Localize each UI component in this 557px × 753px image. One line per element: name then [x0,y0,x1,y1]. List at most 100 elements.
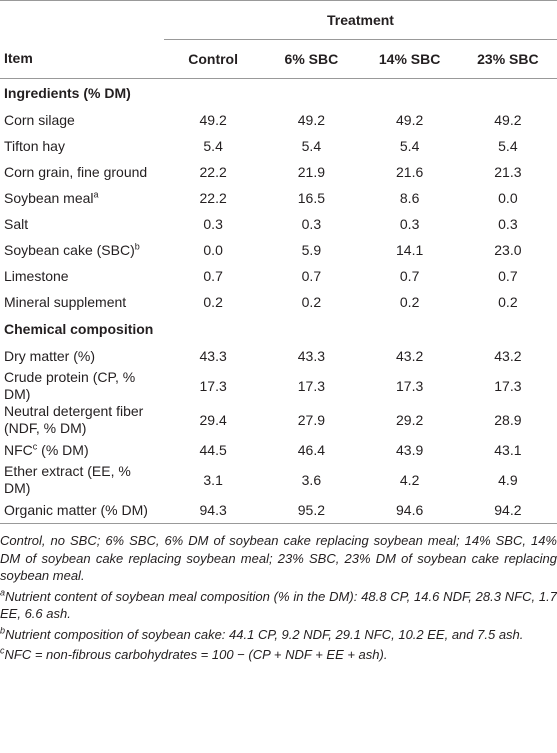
item-cell: Corn grain, fine ground [0,159,164,185]
item-cell: Limestone [0,263,164,289]
value-cell: 0.7 [399,267,420,284]
data-row: Soybean meala 22.2 16.5 8.6 0.0 [0,185,557,211]
value-cell: 17.3 [297,377,325,394]
footnote-mark: a [93,188,99,199]
item-cell: Corn silage [0,107,164,133]
column-header: Control [164,39,263,79]
value-cell: 29.2 [396,411,424,428]
value-cell: 95.2 [262,497,361,524]
item-label: Soybean cake (SBC) [4,241,135,258]
item-label: Limestone [4,267,69,284]
value-cell: 43.1 [494,441,522,458]
item-label-rest: (% DM) [37,441,89,458]
value-cell: 28.9 [494,411,522,428]
footnote: aNutrient content of soybean meal compos… [0,588,557,623]
value-cell: 43.3 [199,347,227,364]
value-cell: 0.2 [301,293,322,310]
data-row: Ether extract (EE, % DM) 3.1 3.6 4.2 4.9 [0,463,557,497]
value-cell: 22.2 [199,189,227,206]
item-label: Mineral supplement [4,293,127,310]
value-cell: 5.4 [498,137,518,154]
item-label: Ether extract (EE, % DM) [4,463,131,496]
data-row: Organic matter (% DM) 94.3 95.2 94.6 94.2 [0,497,557,524]
data-row: Dry matter (%) 43.3 43.3 43.2 43.2 [0,343,557,369]
value-cell: 44.5 [199,441,227,458]
item-label: Soybean meal [4,189,94,206]
column-header: 6% SBC [262,39,361,79]
value-cell: 5.9 [301,241,322,258]
section-row: Ingredients (% DM) [0,79,557,108]
value-cell: 0.3 [203,215,223,232]
footnote-mark: b [0,625,6,636]
section-title: Ingredients (% DM) [4,84,131,101]
item-cell: Crude protein (CP, % DM) [0,369,164,403]
table-body: Ingredients (% DM) Corn silage 49.2 49.2 49.… [0,79,557,524]
group-header: Treatment [164,0,557,40]
value-cell: 0.3 [498,215,518,232]
column-header: Item [0,39,164,79]
value-cell: 46.4 [297,441,325,458]
value-cell: 5.4 [399,137,420,154]
value-cell: 43.2 [396,347,424,364]
section-title: Chemical composition [4,320,154,337]
footnote-text: Nutrient composition of soybean cake: 44… [5,626,524,642]
value-cell: 0.3 [399,215,420,232]
item-cell: Ether extract (EE, % DM) [0,463,164,497]
section-row: Chemical composition [0,315,557,343]
footnote: bNutrient composition of soybean cake: 4… [0,626,557,644]
item-label: NFC [4,441,33,458]
item-label: Neutral detergent fiber (NDF, % DM) [4,403,144,436]
item-cell: Mineral supplement [0,289,164,315]
group-header-row: Treatment [0,0,557,40]
value-cell: 43.9 [396,441,424,458]
value-cell: 43.3 [297,347,325,364]
footnote-mark: c [32,440,38,451]
item-label: Tifton hay [4,137,65,154]
item-cell: Soybean cake (SBC)b [0,237,164,263]
footnote-mark: b [134,240,140,251]
footnote: cNFC = non-fibrous carbohydrates = 100 −… [0,646,557,664]
data-row: NFCc (% DM) 44.5 46.4 43.9 43.1 [0,437,557,463]
value-cell: 4.9 [498,471,518,488]
data-row: Mineral supplement 0.2 0.2 0.2 0.2 [0,289,557,315]
value-cell: 0.2 [203,293,223,310]
data-row: Neutral detergent fiber (NDF, % DM) 29.4 2… [0,403,557,437]
value-cell: 21.3 [494,163,522,180]
column-header: 23% SBC [458,39,557,79]
value-cell: 0.0 [498,189,518,206]
value-cell: 49.2 [199,111,227,128]
value-cell: 27.9 [297,411,325,428]
data-row: Salt 0.3 0.3 0.3 0.3 [0,211,557,237]
value-cell: 3.1 [203,471,223,488]
item-label: Crude protein (CP, % DM) [4,369,136,402]
value-cell: 49.2 [494,111,522,128]
value-cell: 49.2 [396,111,424,128]
item-cell: NFCc (% DM) [0,437,164,463]
footnote: Control, no SBC; 6% SBC, 6% DM of soybea… [0,532,557,585]
value-cell: 43.2 [494,347,522,364]
data-row: Limestone 0.7 0.7 0.7 0.7 [0,263,557,289]
column-header: 14% SBC [360,39,459,79]
value-cell: 21.6 [396,163,424,180]
value-cell: 0.7 [301,267,322,284]
value-cell: 0.7 [203,267,223,284]
value-cell: 0.0 [203,241,223,258]
data-row: Corn grain, fine ground 22.2 21.9 21.6 21.3 [0,159,557,185]
value-cell: 21.9 [297,163,325,180]
data-row: Corn silage 49.2 49.2 49.2 49.2 [0,107,557,133]
value-cell: 94.2 [458,497,557,524]
value-cell: 3.6 [301,471,322,488]
item-cell: Neutral detergent fiber (NDF, % DM) [0,403,164,437]
footnote-text: Nutrient content of soybean meal composi… [0,588,557,622]
header-row: Item Control 6% SBC 14% SBC 23% SBC [0,39,557,79]
value-cell: 17.3 [494,377,522,394]
value-cell: 16.5 [297,189,325,206]
data-row: Tifton hay 5.4 5.4 5.4 5.4 [0,133,557,159]
value-cell: 17.3 [396,377,424,394]
item-label: Dry matter (%) [4,347,95,364]
data-row: Soybean cake (SBC)b 0.0 5.9 14.1 23.0 [0,237,557,263]
data-table: Treatment Item Control 6% SBC 14% SBC 23% SB… [0,0,557,524]
value-cell: 0.2 [399,293,420,310]
item-cell: Soybean meala [0,185,164,211]
